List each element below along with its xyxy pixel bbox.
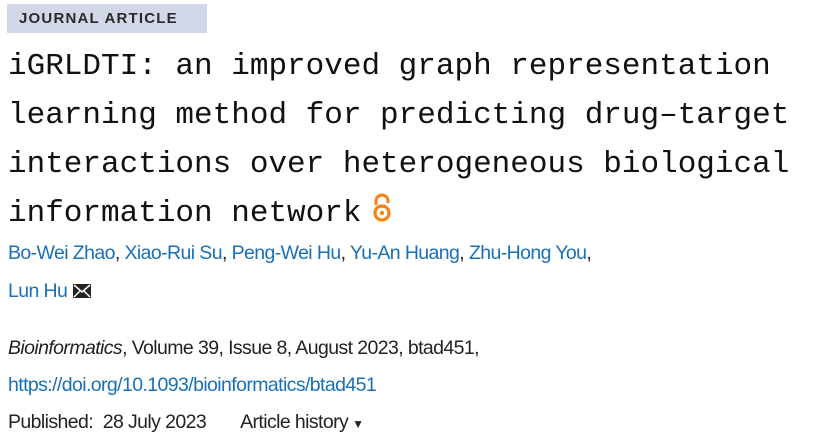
citation: Bioinformatics, Volume 39, Issue 8, Augu… [8,337,480,360]
citation-details: , Volume 39, Issue 8, August 2023, btad4… [122,337,480,359]
author-link[interactable]: Lun Hu [8,280,68,302]
journal-name: Bioinformatics [8,337,123,359]
author-link[interactable]: Yu-An Huang [349,242,460,264]
article-title: iGRLDTI: an improved graph representatio… [8,42,837,240]
separator: , [340,242,350,264]
caret-down-icon: ▼ [352,417,364,431]
doi-line: https://doi.org/10.1093/bioinformatics/b… [8,374,377,397]
separator: , [114,242,125,264]
article-history-label: Article history [240,411,349,433]
author-link[interactable]: Zhu-Hong You [468,242,587,264]
publication-info: Published: 28 July 2023 Article history ▼ [8,411,364,434]
author-link[interactable]: Peng-Wei Hu [231,242,342,264]
doi-link[interactable]: https://doi.org/10.1093/bioinformatics/b… [8,374,377,396]
open-access-icon [371,191,393,240]
author-list-cont: Lun Hu [8,280,92,304]
separator: , [221,242,232,264]
published-date: 28 July 2023 [102,411,207,433]
article-history-toggle[interactable]: Article history ▼ [240,411,364,433]
title-text: iGRLDTI: an improved graph representatio… [8,49,790,231]
separator: , [459,242,469,264]
article-type-badge: JOURNAL ARTICLE [7,4,207,33]
author-link[interactable]: Bo-Wei Zhao [8,242,115,264]
published-label: Published: [8,411,94,433]
separator: , [586,242,592,264]
author-list: Bo-Wei Zhao, Xiao-Rui Su, Peng-Wei Hu, Y… [8,242,592,265]
email-icon[interactable] [73,281,92,304]
author-link[interactable]: Xiao-Rui Su [124,242,222,264]
